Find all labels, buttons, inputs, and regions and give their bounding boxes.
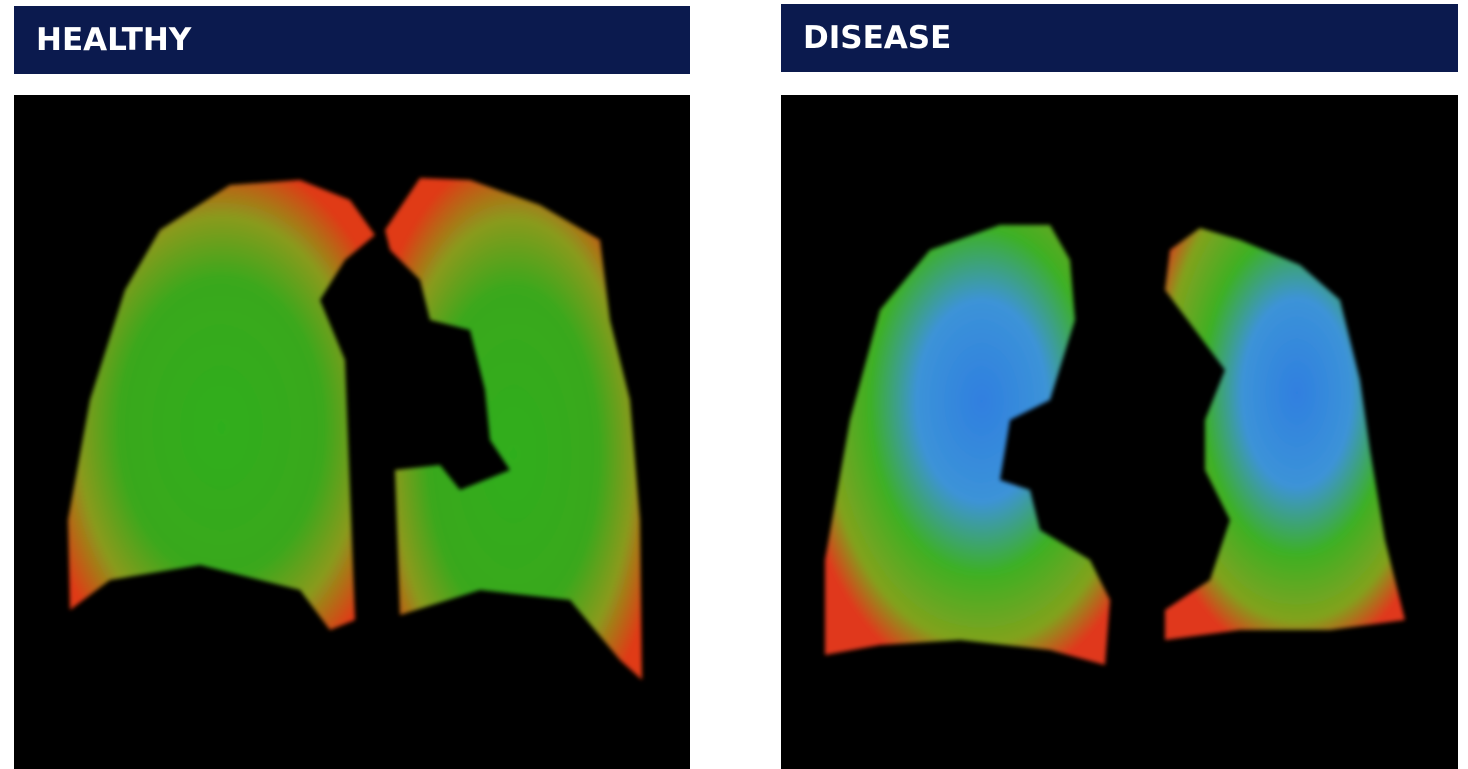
disease-image: [781, 95, 1458, 769]
panel-title: HEALTHY: [36, 22, 192, 58]
panel-header: DISEASE: [781, 4, 1458, 72]
panel-header: HEALTHY: [14, 6, 690, 74]
healthy-image: [14, 95, 690, 769]
lung: [385, 178, 642, 680]
lung: [68, 180, 375, 630]
panel-title: DISEASE: [803, 20, 952, 56]
lung: [825, 225, 1110, 665]
lung: [1165, 228, 1405, 640]
